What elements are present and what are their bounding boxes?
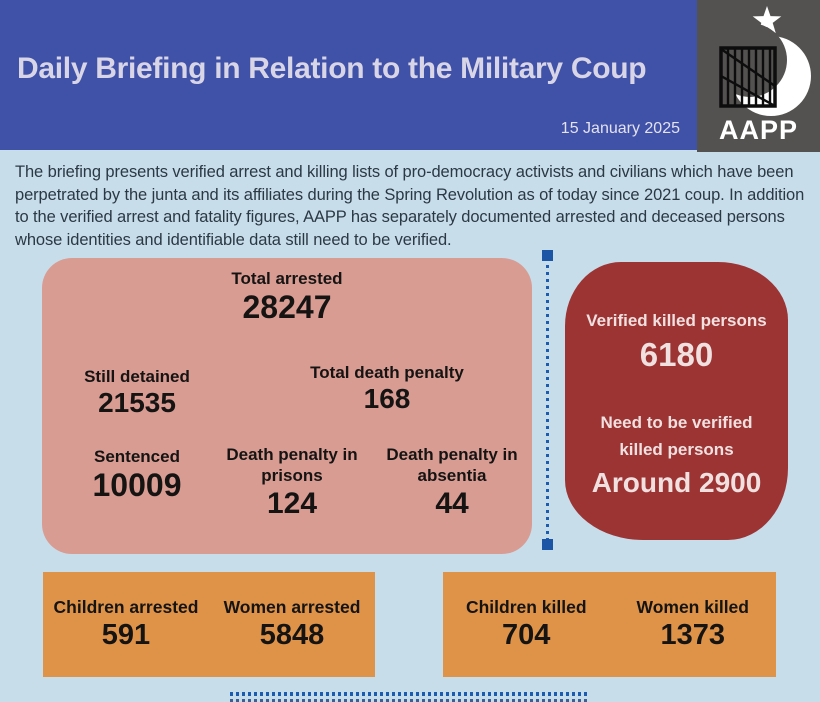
aapp-logo: AAPP <box>697 0 820 152</box>
stat-death-penalty-absentia: Death penalty in absentia 44 <box>352 444 552 521</box>
divider-endpoint-top <box>542 250 553 261</box>
killed-stats-box: Verified killed persons 6180 Need to be … <box>565 262 788 540</box>
stat-label: Still detained <box>84 367 190 386</box>
stat-still-detained: Still detained 21535 <box>42 366 232 419</box>
stat-value: 5848 <box>259 619 325 651</box>
stat-value: 124 <box>266 486 318 520</box>
vertical-dotted-divider <box>542 250 553 550</box>
header-band: Daily Briefing in Relation to the Milita… <box>0 0 697 150</box>
horizontal-dotted-rule <box>230 692 590 696</box>
stat-label: Need to be verified killed persons <box>600 413 753 459</box>
arrested-demographics-box: Children arrested 591 Women arrested 584… <box>43 572 375 677</box>
stat-value: 1373 <box>660 619 725 651</box>
stat-women-killed: Women killed 1373 <box>610 597 777 652</box>
stat-value: 44 <box>435 486 469 520</box>
stat-total-death-penalty: Total death penalty 168 <box>272 362 502 415</box>
stat-total-arrested: Total arrested 28247 <box>42 268 532 326</box>
arrest-stats-box: Total arrested 28247 Still detained 2153… <box>42 258 532 554</box>
horizontal-dotted-rule-cutoff <box>230 699 590 702</box>
stat-label: Total arrested <box>231 269 343 288</box>
stat-women-arrested: Women arrested 5848 <box>209 597 375 652</box>
stat-death-penalty-prisons: Death penalty in prisons 124 <box>192 444 392 521</box>
stat-label: Verified killed persons <box>586 311 767 330</box>
stat-children-arrested: Children arrested 591 <box>43 597 209 652</box>
stat-children-killed: Children killed 704 <box>443 597 610 652</box>
page-title: Daily Briefing in Relation to the Milita… <box>17 52 647 85</box>
crescent-star-prison-gate-icon <box>713 6 811 116</box>
stat-value: 21535 <box>98 387 176 419</box>
stat-value: 10009 <box>92 467 182 504</box>
aapp-logo-text: AAPP <box>718 115 798 145</box>
stat-label: Death penalty in prisons <box>226 445 358 486</box>
stat-value: 591 <box>101 619 151 651</box>
stat-label: Women killed <box>636 597 749 617</box>
stat-label: Death penalty in absentia <box>386 445 518 486</box>
stat-label: Sentenced <box>94 447 180 466</box>
intro-paragraph: The briefing presents verified arrest an… <box>15 163 805 249</box>
stat-sentenced: Sentenced 10009 <box>42 446 232 504</box>
divider-endpoint-bottom <box>542 539 553 550</box>
stat-value: 168 <box>363 383 411 415</box>
stat-value: Around 2900 <box>591 467 762 499</box>
stat-value: 704 <box>502 619 551 651</box>
stat-label: Women arrested <box>223 597 361 617</box>
stat-label: Total death penalty <box>310 363 464 382</box>
stat-value: 28247 <box>242 289 332 326</box>
stat-label: Children arrested <box>53 597 199 617</box>
stat-value: 6180 <box>639 336 714 374</box>
killed-demographics-box: Children killed 704 Women killed 1373 <box>443 572 776 677</box>
stat-label: Children killed <box>465 597 587 617</box>
briefing-date: 15 January 2025 <box>560 120 680 137</box>
